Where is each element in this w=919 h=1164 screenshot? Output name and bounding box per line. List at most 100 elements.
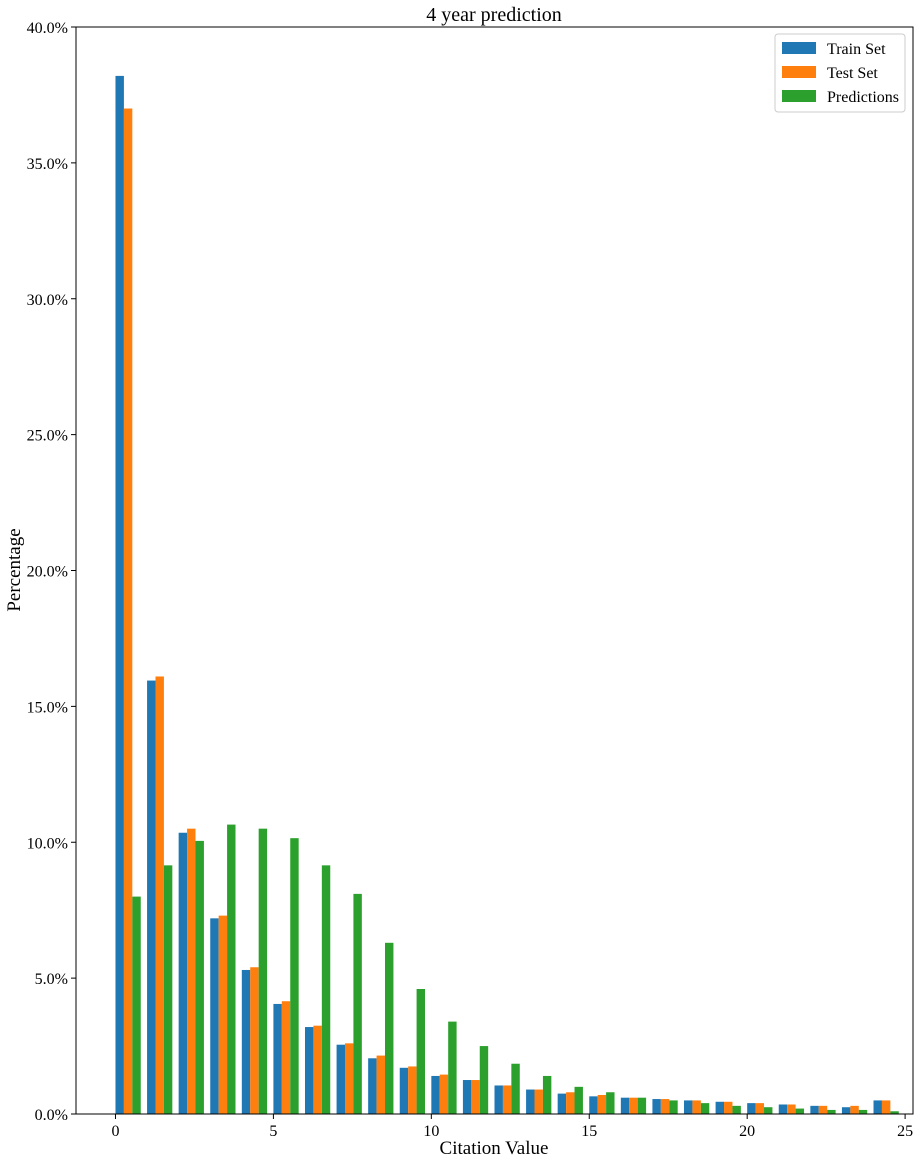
bar-train-set-20 <box>747 1103 756 1114</box>
x-tick-label: 15 <box>581 1123 597 1140</box>
bar-test-set-0 <box>123 108 133 1114</box>
bar-predictions-11 <box>479 1046 489 1114</box>
bar-test-set-18 <box>692 1100 701 1114</box>
bar-test-set-20 <box>755 1103 765 1114</box>
legend-swatch-predictions <box>782 90 816 102</box>
legend-label-train-set: Train Set <box>827 41 886 58</box>
bar-test-set-7 <box>345 1043 354 1114</box>
bar-train-set-14 <box>557 1093 567 1114</box>
y-tick-label: 15.0% <box>27 699 68 716</box>
bar-test-set-2 <box>187 828 196 1114</box>
bar-train-set-23 <box>841 1107 851 1114</box>
y-tick-label: 20.0% <box>27 564 68 581</box>
bar-predictions-20 <box>764 1107 773 1114</box>
bar-predictions-10 <box>448 1021 457 1114</box>
bar-predictions-2 <box>195 840 204 1114</box>
bar-predictions-6 <box>321 865 331 1114</box>
bar-train-set-1 <box>147 680 156 1114</box>
bar-train-set-12 <box>494 1085 503 1114</box>
bar-test-set-1 <box>155 676 164 1114</box>
bar-predictions-24 <box>890 1111 899 1114</box>
bar-test-set-5 <box>281 1001 291 1114</box>
bar-test-set-15 <box>597 1094 607 1114</box>
x-tick-label: 20 <box>739 1123 755 1140</box>
legend-label-test-set: Test Set <box>827 65 878 82</box>
x-tick-label: 25 <box>897 1123 913 1140</box>
bar-train-set-9 <box>399 1067 409 1114</box>
bar-test-set-13 <box>534 1089 543 1114</box>
bar-train-set-7 <box>336 1044 345 1114</box>
bar-train-set-10 <box>431 1075 440 1114</box>
bar-test-set-24 <box>881 1100 891 1114</box>
bar-train-set-18 <box>684 1100 693 1114</box>
bar-train-set-5 <box>273 1003 282 1114</box>
y-tick-label: 40.0% <box>27 20 68 37</box>
y-axis-title: Percentage <box>4 528 25 611</box>
bar-train-set-19 <box>715 1101 725 1114</box>
bar-test-set-3 <box>218 915 228 1114</box>
bar-train-set-17 <box>652 1099 661 1114</box>
y-tick-label: 10.0% <box>27 835 68 852</box>
bar-predictions-7 <box>353 893 362 1114</box>
legend-label-predictions: Predictions <box>827 89 899 106</box>
bar-train-set-11 <box>462 1080 472 1114</box>
bar-test-set-21 <box>787 1104 796 1114</box>
bar-train-set-15 <box>589 1096 598 1114</box>
x-tick-label: 5 <box>269 1123 277 1140</box>
bar-test-set-6 <box>313 1025 322 1114</box>
bar-predictions-1 <box>163 865 173 1114</box>
bar-test-set-10 <box>439 1074 449 1114</box>
bar-train-set-24 <box>873 1100 882 1114</box>
bar-predictions-22 <box>827 1109 836 1114</box>
bar-test-set-17 <box>660 1099 670 1114</box>
bar-predictions-13 <box>542 1075 552 1114</box>
bar-predictions-3 <box>227 824 236 1114</box>
bar-train-set-22 <box>810 1105 819 1114</box>
bar-test-set-8 <box>376 1055 385 1114</box>
bar-predictions-4 <box>258 828 268 1114</box>
y-tick-label: 5.0% <box>35 971 68 988</box>
bar-train-set-13 <box>526 1089 535 1114</box>
bar-test-set-9 <box>408 1066 417 1114</box>
y-tick-label: 30.0% <box>27 292 68 309</box>
bar-train-set-3 <box>210 918 219 1114</box>
bar-train-set-0 <box>115 75 124 1114</box>
bar-train-set-4 <box>241 969 251 1114</box>
bar-predictions-0 <box>132 896 141 1114</box>
bar-predictions-18 <box>700 1103 710 1114</box>
bar-test-set-4 <box>250 967 259 1114</box>
bars <box>115 75 899 1114</box>
bar-predictions-23 <box>858 1109 868 1114</box>
bar-test-set-16 <box>629 1097 638 1114</box>
bar-predictions-15 <box>606 1092 615 1114</box>
bar-train-set-2 <box>178 832 188 1114</box>
bar-train-set-21 <box>778 1104 788 1114</box>
bar-test-set-23 <box>850 1105 859 1114</box>
bar-test-set-22 <box>818 1105 828 1114</box>
x-axis: 0 5 10 15 20 25 <box>111 1114 913 1140</box>
y-tick-label: 35.0% <box>27 156 68 173</box>
x-tick-label: 10 <box>423 1123 439 1140</box>
x-tick-label: 0 <box>111 1123 119 1140</box>
bar-predictions-14 <box>574 1086 583 1114</box>
chart-title: 4 year prediction <box>426 4 562 26</box>
legend-swatch-train-set <box>782 42 816 54</box>
y-axis: 0.0% 5.0% 10.0% 15.0% 20.0% 25.0% 30.0% 35.0% 40… <box>27 20 76 1124</box>
bar-predictions-9 <box>416 989 426 1114</box>
bar-predictions-19 <box>732 1105 741 1114</box>
bar-test-set-14 <box>566 1092 575 1114</box>
legend-swatch-test-set <box>782 66 816 78</box>
y-tick-label: 25.0% <box>27 428 68 445</box>
bar-predictions-12 <box>511 1063 520 1114</box>
bar-train-set-16 <box>620 1097 630 1114</box>
bar-train-set-6 <box>304 1027 314 1114</box>
bar-train-set-8 <box>368 1058 377 1114</box>
bar-predictions-8 <box>385 942 394 1114</box>
bar-predictions-21 <box>795 1108 805 1114</box>
legend: Train Set Test Set Predictions <box>774 33 906 113</box>
bar-predictions-16 <box>637 1097 647 1114</box>
y-tick-label: 0.0% <box>35 1107 68 1124</box>
bar-test-set-11 <box>471 1080 480 1114</box>
bar-predictions-5 <box>290 838 299 1114</box>
